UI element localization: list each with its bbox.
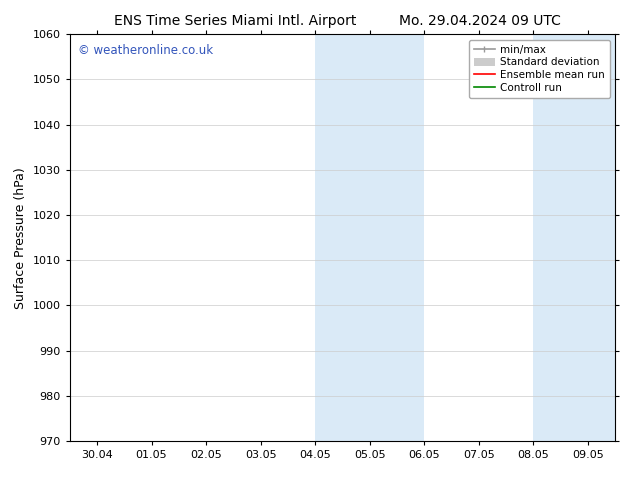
Y-axis label: Surface Pressure (hPa): Surface Pressure (hPa) <box>14 167 27 309</box>
Text: © weatheronline.co.uk: © weatheronline.co.uk <box>78 45 213 57</box>
Bar <box>533 34 615 441</box>
Legend: min/max, Standard deviation, Ensemble mean run, Controll run: min/max, Standard deviation, Ensemble me… <box>469 40 610 98</box>
Text: ENS Time Series Miami Intl. Airport: ENS Time Series Miami Intl. Airport <box>114 14 356 28</box>
Text: Mo. 29.04.2024 09 UTC: Mo. 29.04.2024 09 UTC <box>399 14 561 28</box>
Bar <box>315 34 424 441</box>
